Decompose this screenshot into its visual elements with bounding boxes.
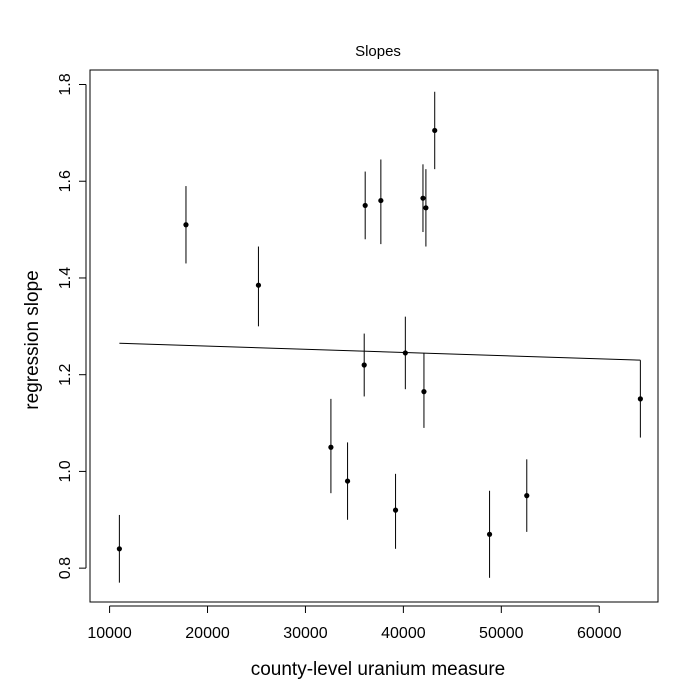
data-point xyxy=(255,282,262,288)
data-point xyxy=(116,546,122,552)
data-point xyxy=(402,350,408,356)
x-tick-label: 40000 xyxy=(381,625,426,642)
y-tick-label: 1.0 xyxy=(57,460,74,482)
x-axis-label: county-level uranium measure xyxy=(251,659,506,680)
data-point xyxy=(392,507,399,513)
data-point xyxy=(524,493,530,499)
y-tick-label: 1.2 xyxy=(57,363,74,385)
y-tick-label: 0.8 xyxy=(57,557,74,579)
data-point xyxy=(432,127,438,134)
data-point xyxy=(423,205,429,211)
data-point xyxy=(183,222,189,228)
y-tick-label: 1.6 xyxy=(57,170,74,192)
data-point xyxy=(344,478,351,484)
regression-line xyxy=(119,342,641,361)
y-axis-label: regression slope xyxy=(22,270,43,409)
y-tick-label: 1.4 xyxy=(57,267,74,289)
error-bars xyxy=(118,91,641,583)
regression-line-group xyxy=(119,342,641,361)
plot-frame xyxy=(89,69,659,603)
x-axis: 10000 20000 30000 40000 50000 60000 xyxy=(87,605,622,642)
data-points xyxy=(116,127,643,552)
x-tick-label: 60000 xyxy=(577,625,622,642)
x-tick-label: 10000 xyxy=(87,625,132,642)
x-tick-label: 30000 xyxy=(283,625,328,642)
y-axis: 0.8 1.0 1.2 1.4 1.6 1.8 xyxy=(57,73,87,579)
x-tick-label: 50000 xyxy=(479,625,524,642)
data-point xyxy=(637,396,643,402)
data-point xyxy=(361,362,367,368)
data-point xyxy=(420,195,426,201)
y-tick-label: 1.8 xyxy=(57,73,74,95)
data-point xyxy=(421,389,427,395)
chart-title: Slopes xyxy=(355,43,401,60)
data-point xyxy=(378,197,384,204)
x-tick-label: 20000 xyxy=(185,625,230,642)
data-point xyxy=(486,531,493,537)
data-point xyxy=(328,444,334,450)
data-point xyxy=(362,202,368,209)
